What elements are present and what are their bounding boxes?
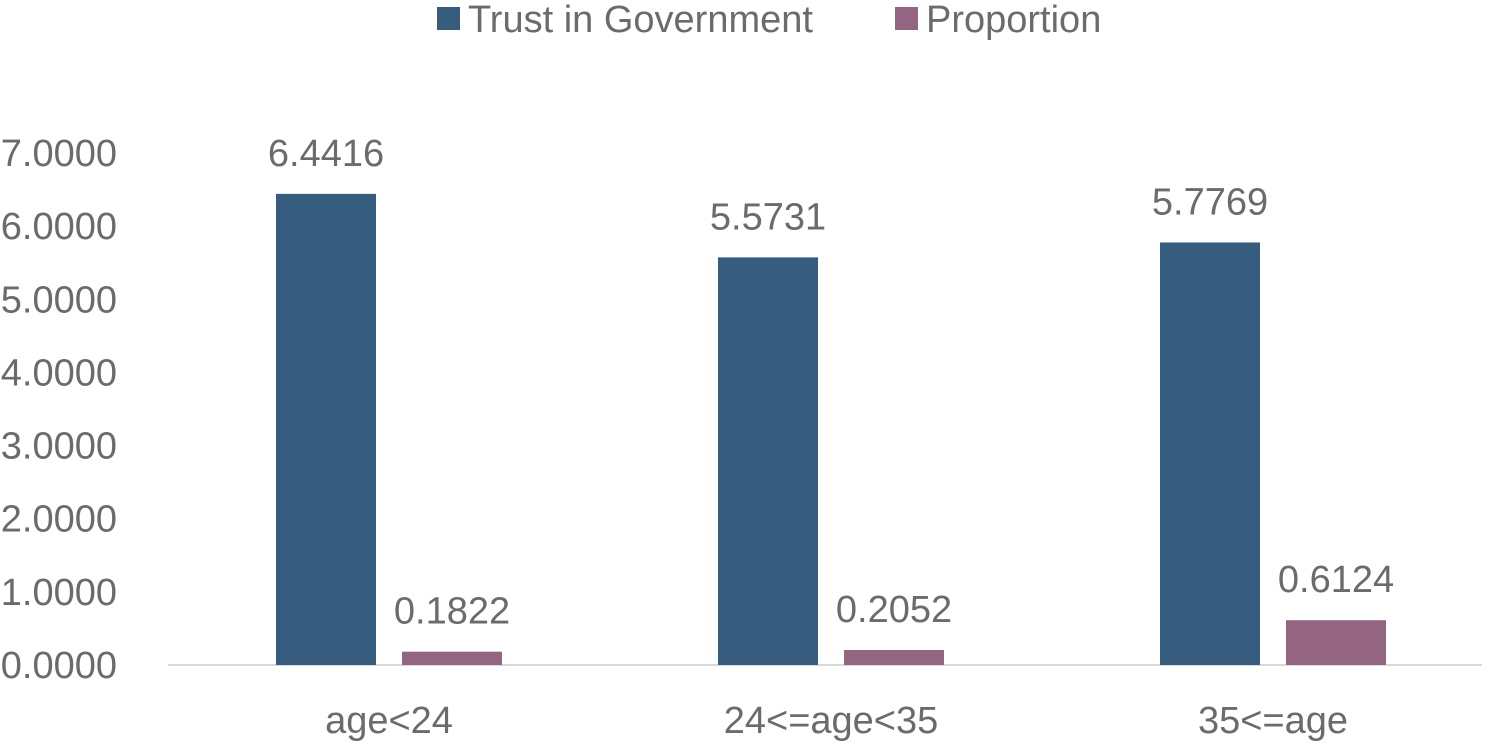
bar <box>718 257 818 665</box>
x-category-label: 35<=age <box>1198 700 1348 742</box>
x-category-label: 24<=age<35 <box>724 700 939 742</box>
data-label: 5.5731 <box>710 196 826 238</box>
y-tick-label: 0.0000 <box>1 645 117 687</box>
bar <box>1286 620 1386 665</box>
data-label: 6.4416 <box>268 133 384 175</box>
data-label: 0.2052 <box>836 589 952 631</box>
legend-label: Proportion <box>926 0 1101 41</box>
y-tick-label: 6.0000 <box>1 206 117 248</box>
y-tick-label: 2.0000 <box>1 499 117 541</box>
data-labels: 6.4416 5.5731 5.7769 0.1822 0.2052 0.6124 <box>268 133 1394 633</box>
bar <box>1160 242 1260 665</box>
x-category-label: age<24 <box>325 700 453 742</box>
data-label: 0.1822 <box>394 591 510 633</box>
y-tick-label: 3.0000 <box>1 426 117 468</box>
y-axis: 0.0000 1.0000 2.0000 3.0000 4.0000 5.0000 6.00… <box>1 133 117 687</box>
data-label: 0.6124 <box>1278 559 1394 601</box>
y-tick-label: 4.0000 <box>1 352 117 394</box>
y-tick-label: 7.0000 <box>1 133 117 175</box>
legend-label: Trust in Government <box>468 0 813 41</box>
bars <box>276 193 1386 666</box>
bar <box>844 649 944 665</box>
y-tick-label: 1.0000 <box>1 572 117 614</box>
legend: Trust in Government Proportion <box>437 0 1101 41</box>
data-label: 5.7769 <box>1152 181 1268 223</box>
x-axis: age<24 24<=age<35 35<=age <box>168 664 1482 742</box>
bar <box>402 651 502 665</box>
y-tick-label: 5.0000 <box>1 279 117 321</box>
legend-swatch <box>895 7 918 30</box>
bar <box>276 193 376 666</box>
legend-swatch <box>437 7 460 30</box>
